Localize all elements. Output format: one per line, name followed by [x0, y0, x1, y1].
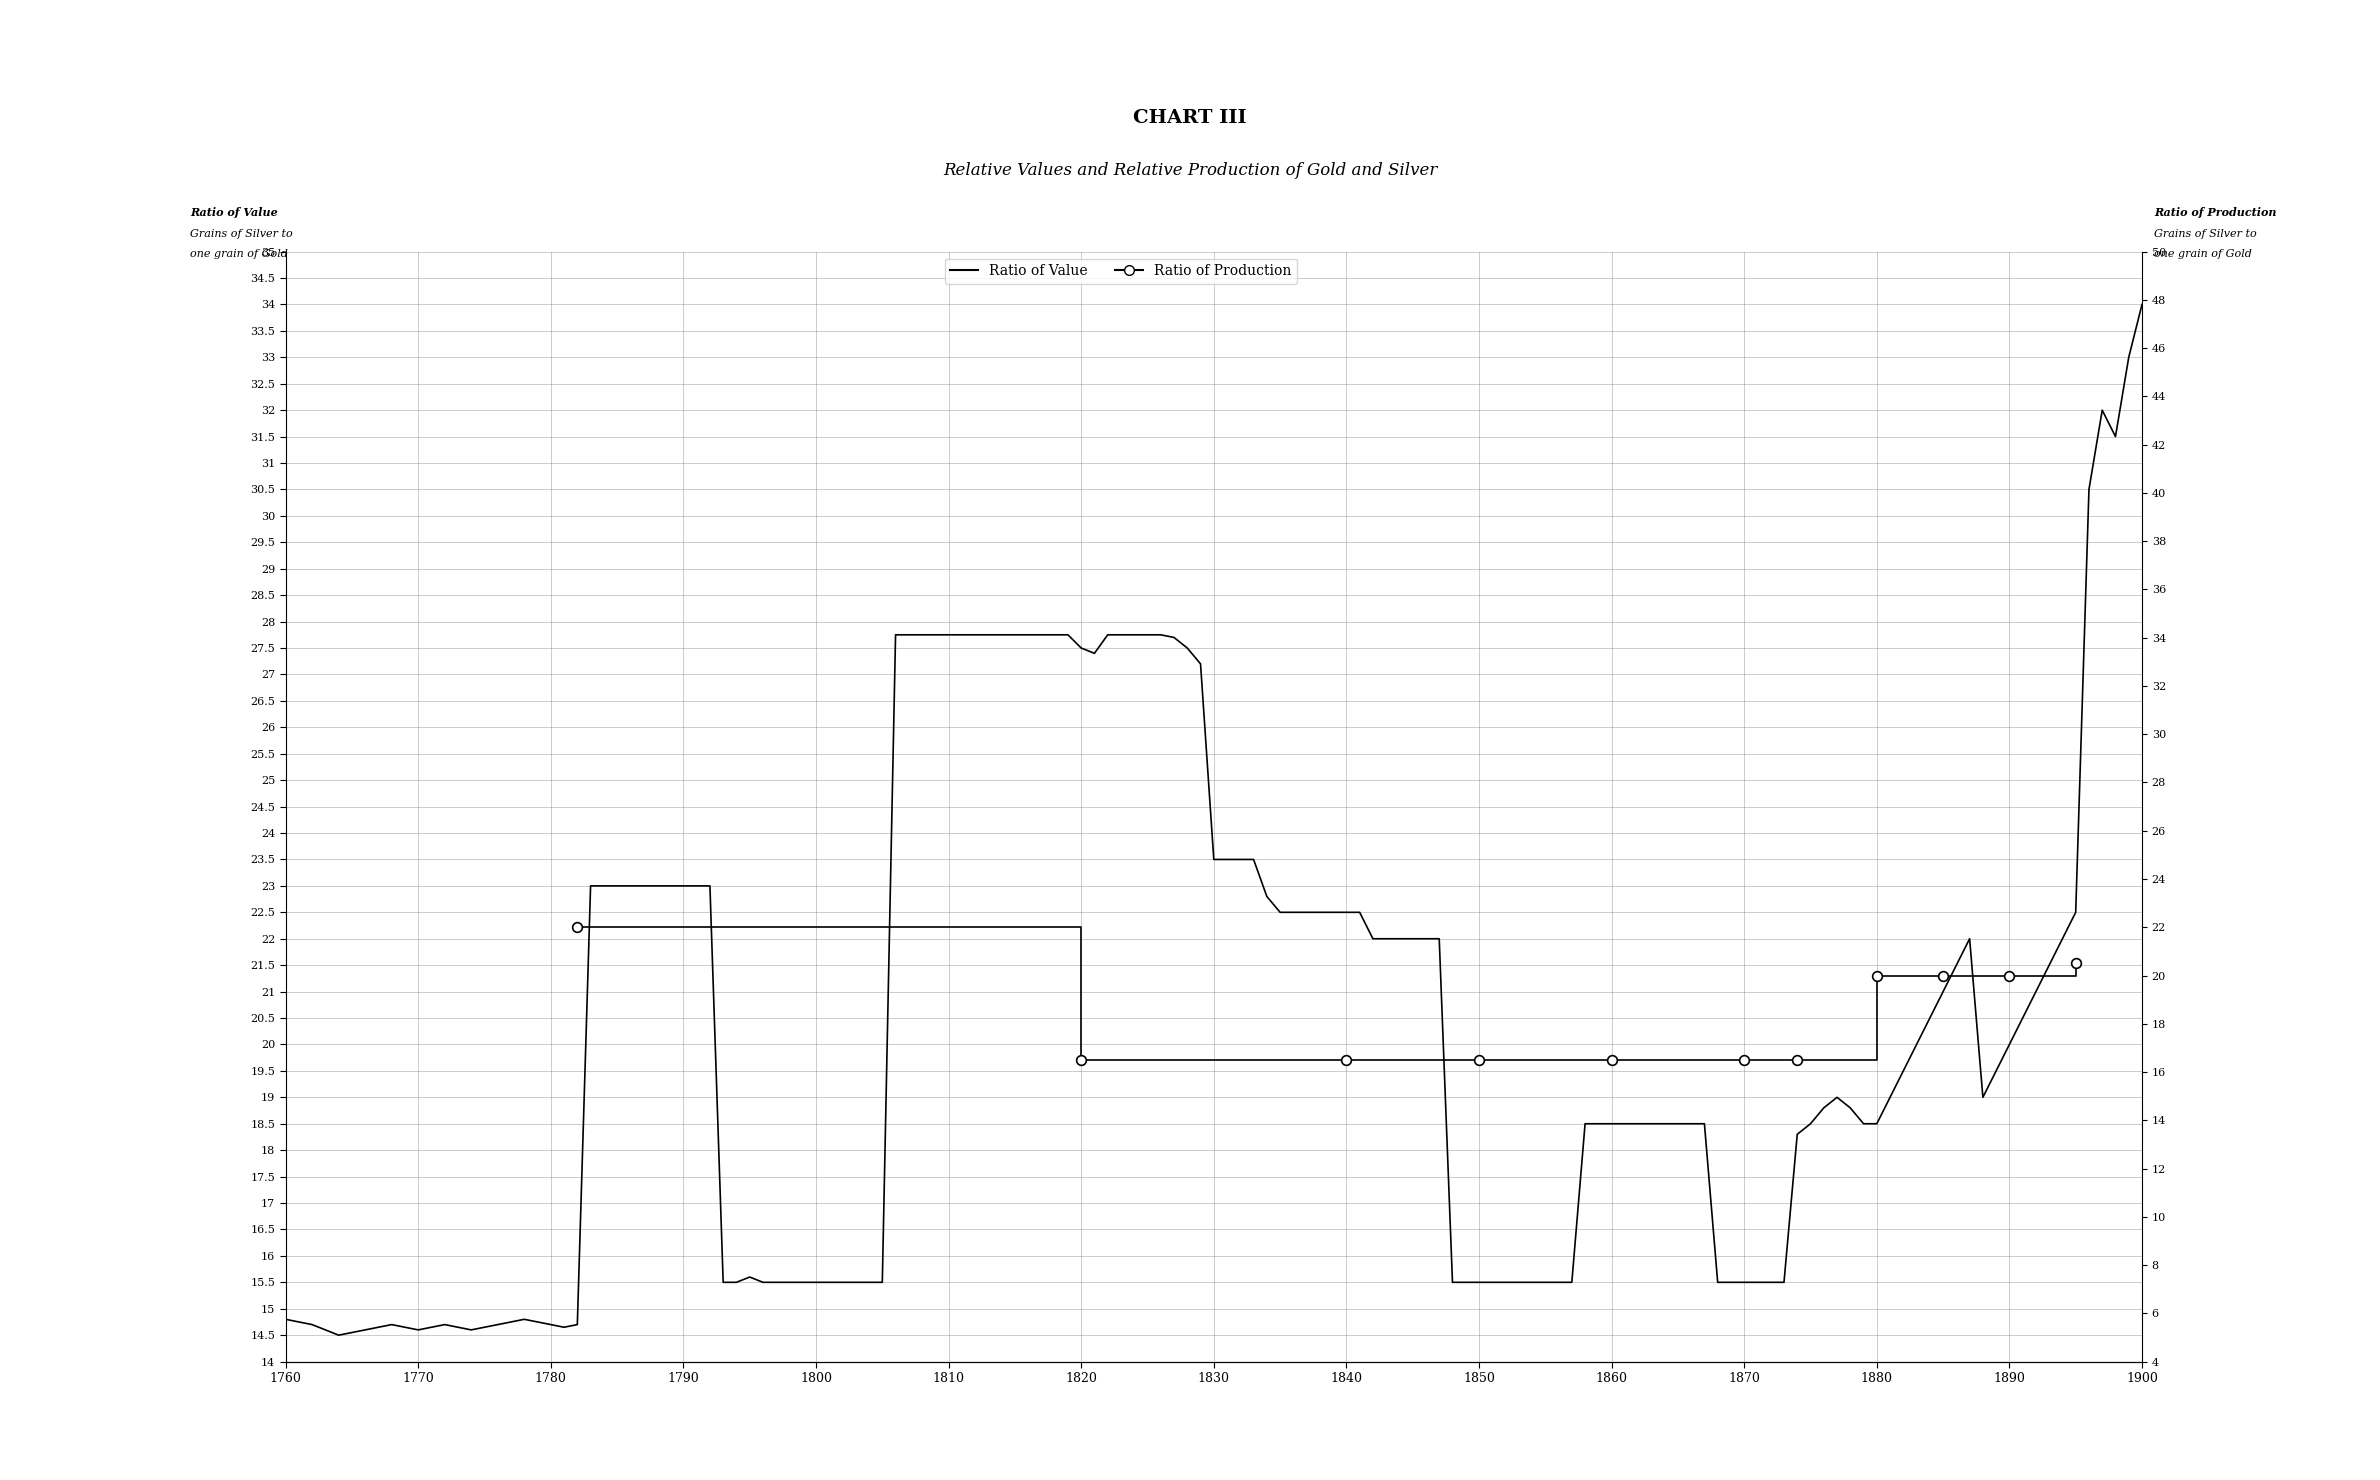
- Text: Grains of Silver to: Grains of Silver to: [190, 229, 293, 240]
- Text: Grains of Silver to: Grains of Silver to: [2154, 229, 2256, 240]
- Text: CHART III: CHART III: [1133, 110, 1247, 127]
- Text: Ratio of Value: Ratio of Value: [190, 207, 278, 218]
- Legend: Ratio of Value, Ratio of Production: Ratio of Value, Ratio of Production: [945, 259, 1297, 284]
- Text: one grain of Gold: one grain of Gold: [2154, 249, 2251, 259]
- Text: Ratio of Production: Ratio of Production: [2154, 207, 2275, 218]
- Text: Relative Values and Relative Production of Gold and Silver: Relative Values and Relative Production …: [942, 161, 1438, 179]
- Text: one grain of Gold: one grain of Gold: [190, 249, 288, 259]
